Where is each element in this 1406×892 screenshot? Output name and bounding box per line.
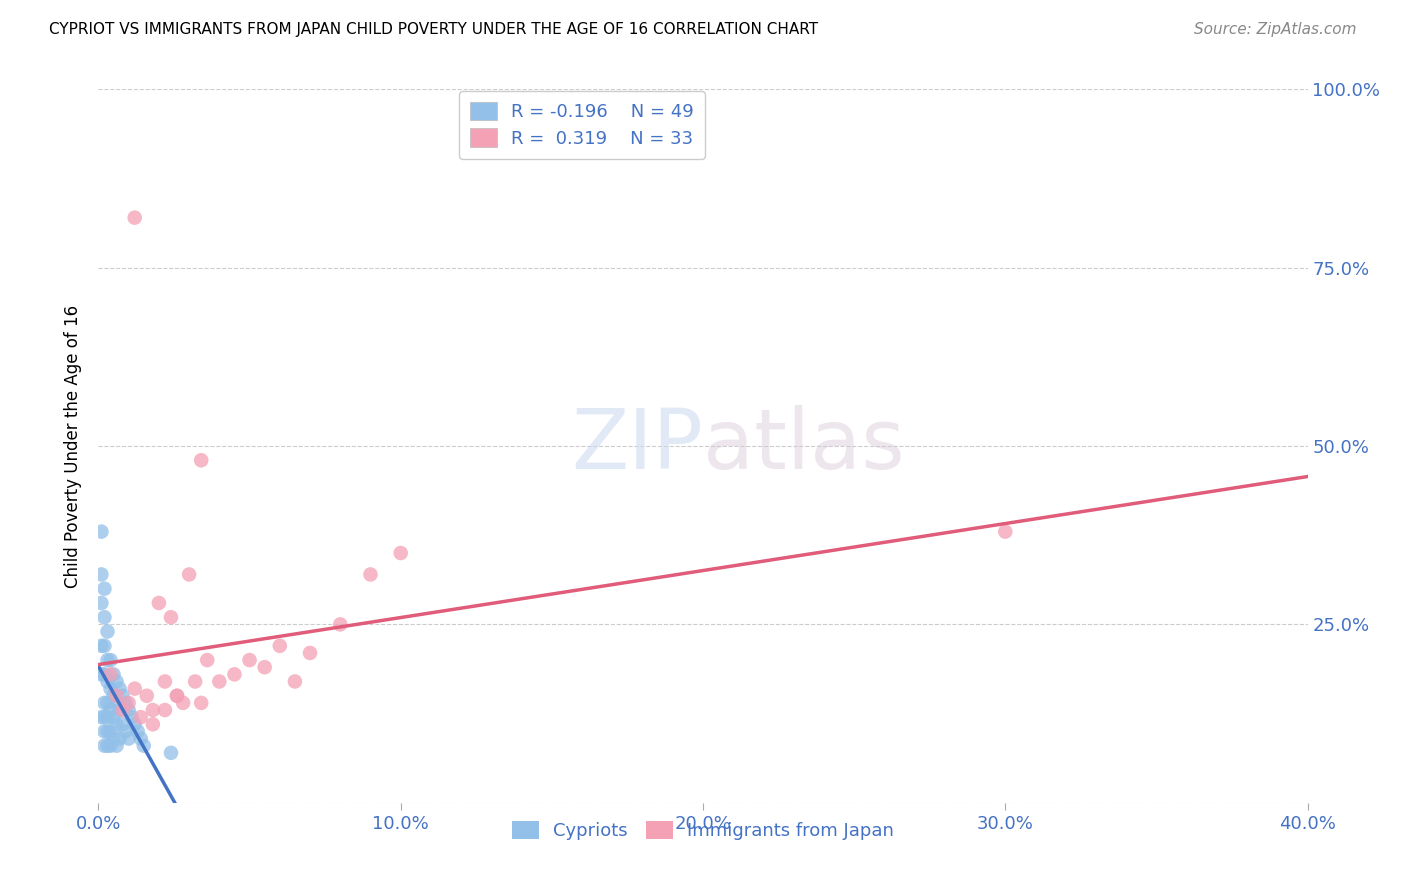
Point xyxy=(121,710,143,724)
Point xyxy=(100,724,122,739)
Point xyxy=(118,703,141,717)
Point xyxy=(100,739,122,753)
Point xyxy=(96,624,118,639)
Point xyxy=(96,710,118,724)
Point xyxy=(90,567,112,582)
Point xyxy=(90,639,112,653)
Point xyxy=(166,689,188,703)
Point xyxy=(103,710,125,724)
Point xyxy=(93,610,115,624)
Point xyxy=(105,717,128,731)
Point xyxy=(93,710,115,724)
Point xyxy=(111,689,134,703)
Legend: Cypriots, Immigrants from Japan: Cypriots, Immigrants from Japan xyxy=(505,814,901,847)
Y-axis label: Child Poverty Under the Age of 16: Child Poverty Under the Age of 16 xyxy=(63,304,82,588)
Point xyxy=(239,653,262,667)
Point xyxy=(132,739,155,753)
Point xyxy=(100,681,122,696)
Point xyxy=(93,639,115,653)
Point xyxy=(103,689,125,703)
Point xyxy=(93,724,115,739)
Point xyxy=(389,546,412,560)
Point xyxy=(127,724,149,739)
Point xyxy=(160,610,183,624)
Point xyxy=(124,681,146,696)
Point xyxy=(269,639,291,653)
Point xyxy=(129,710,152,724)
Point xyxy=(90,596,112,610)
Point xyxy=(103,667,125,681)
Point xyxy=(90,667,112,681)
Point xyxy=(105,739,128,753)
Point xyxy=(299,646,322,660)
Point xyxy=(100,667,122,681)
Point xyxy=(93,582,115,596)
Point xyxy=(179,567,201,582)
Point xyxy=(93,667,115,681)
Point xyxy=(111,703,134,717)
Point xyxy=(96,739,118,753)
Point xyxy=(100,653,122,667)
Text: CYPRIOT VS IMMIGRANTS FROM JAPAN CHILD POVERTY UNDER THE AGE OF 16 CORRELATION C: CYPRIOT VS IMMIGRANTS FROM JAPAN CHILD P… xyxy=(49,22,818,37)
Point xyxy=(208,674,231,689)
Point xyxy=(142,703,165,717)
Point xyxy=(108,731,131,746)
Point xyxy=(124,717,146,731)
Point xyxy=(90,524,112,539)
Point xyxy=(105,674,128,689)
Point xyxy=(360,567,382,582)
Point xyxy=(195,653,218,667)
Point xyxy=(190,453,212,467)
Point xyxy=(100,703,122,717)
Point xyxy=(329,617,352,632)
Point xyxy=(105,696,128,710)
Point xyxy=(105,689,128,703)
Point xyxy=(190,696,212,710)
Point xyxy=(153,674,176,689)
Point xyxy=(114,724,136,739)
Point xyxy=(224,667,246,681)
Point xyxy=(142,717,165,731)
Text: Source: ZipAtlas.com: Source: ZipAtlas.com xyxy=(1194,22,1357,37)
Text: ZIP: ZIP xyxy=(571,406,703,486)
Point xyxy=(90,710,112,724)
Text: atlas: atlas xyxy=(703,406,904,486)
Point xyxy=(172,696,194,710)
Point xyxy=(108,681,131,696)
Point xyxy=(96,696,118,710)
Point xyxy=(96,724,118,739)
Point xyxy=(153,703,176,717)
Point xyxy=(96,674,118,689)
Point xyxy=(124,211,146,225)
Point xyxy=(118,731,141,746)
Point xyxy=(96,653,118,667)
Point xyxy=(284,674,307,689)
Point xyxy=(129,731,152,746)
Point xyxy=(994,524,1017,539)
Point xyxy=(103,731,125,746)
Point xyxy=(148,596,170,610)
Point xyxy=(108,703,131,717)
Point xyxy=(118,696,141,710)
Point xyxy=(111,717,134,731)
Point xyxy=(135,689,157,703)
Point xyxy=(160,746,183,760)
Point xyxy=(114,696,136,710)
Point xyxy=(184,674,207,689)
Point xyxy=(93,696,115,710)
Point xyxy=(253,660,276,674)
Point xyxy=(93,739,115,753)
Point xyxy=(166,689,188,703)
